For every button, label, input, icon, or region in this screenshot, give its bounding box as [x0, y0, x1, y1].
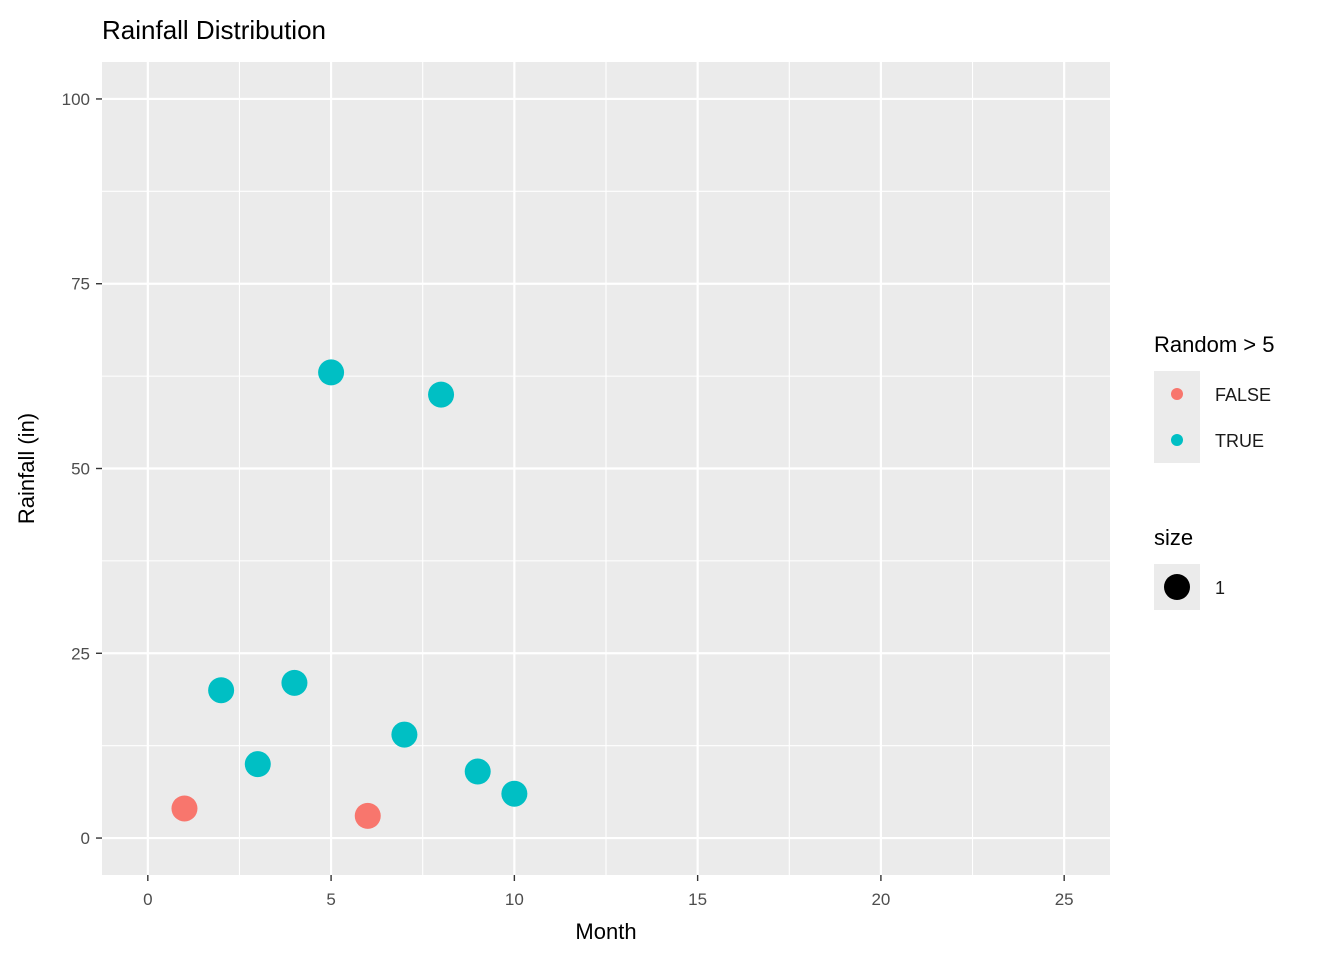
- data-point-true: [318, 359, 345, 386]
- grid-lines: [102, 62, 1110, 875]
- x-tick-label: 15: [688, 890, 707, 909]
- x-axis-title: Month: [575, 919, 636, 944]
- legend-key-false: [1171, 388, 1183, 400]
- data-point-false: [354, 802, 381, 829]
- legend-label-false: FALSE: [1215, 385, 1271, 405]
- chart-title: Rainfall Distribution: [102, 15, 326, 45]
- data-point-true: [501, 780, 528, 807]
- legend-color-title: Random > 5: [1154, 332, 1274, 357]
- y-tick-label: 100: [62, 90, 90, 109]
- data-points: [171, 359, 528, 829]
- legend-color-key-background: [1154, 371, 1200, 463]
- data-point-true: [391, 721, 418, 748]
- y-tick-label: 0: [81, 829, 90, 848]
- data-point-true: [428, 381, 455, 408]
- legend-size-title: size: [1154, 525, 1193, 550]
- x-tick-label: 20: [871, 890, 890, 909]
- x-tick-label: 10: [505, 890, 524, 909]
- y-axis-title: Rainfall (in): [14, 413, 39, 524]
- y-tick-label: 75: [71, 275, 90, 294]
- x-tick-label: 0: [143, 890, 152, 909]
- data-point-false: [171, 795, 198, 822]
- y-tick-label: 50: [71, 460, 90, 479]
- data-point-true: [464, 758, 491, 785]
- legend-label-true: TRUE: [1215, 431, 1264, 451]
- x-tick-label: 25: [1055, 890, 1074, 909]
- x-tick-label: 5: [326, 890, 335, 909]
- axes: 0 5 10 15 20 25 0 25 50 75 100: [62, 90, 1074, 909]
- data-point-true: [244, 751, 271, 778]
- y-tick-label: 25: [71, 644, 90, 663]
- legend-size-key: [1164, 574, 1190, 600]
- data-point-true: [208, 677, 235, 704]
- legend-key-true: [1171, 434, 1183, 446]
- data-point-true: [281, 669, 308, 696]
- legend-size-label: 1: [1215, 578, 1225, 598]
- legend: Random > 5 size FALSE TRUE 1: [1154, 332, 1274, 610]
